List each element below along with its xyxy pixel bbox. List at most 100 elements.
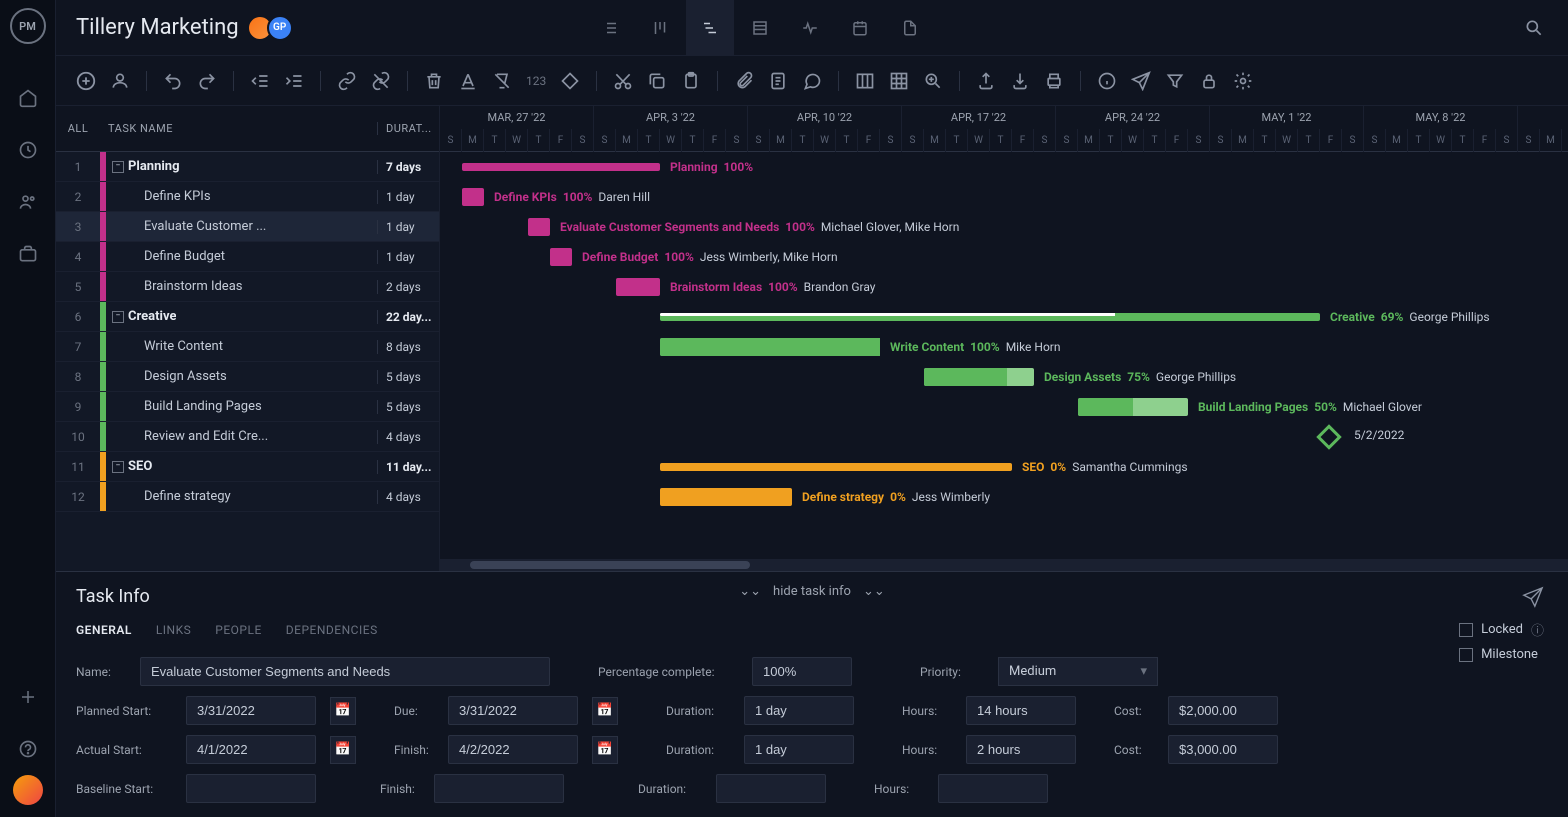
attach-icon[interactable] (730, 67, 758, 95)
zoom-icon[interactable] (919, 67, 947, 95)
view-calendar-icon[interactable] (836, 0, 884, 56)
col-duration[interactable]: DURAT... (377, 122, 439, 135)
view-sheet-icon[interactable] (736, 0, 784, 56)
assign-icon[interactable] (106, 67, 134, 95)
task-info-tab[interactable]: GENERAL (76, 619, 132, 641)
gantt-body[interactable]: Planning100% Define KPIs100%Daren Hill Eva… (440, 152, 1568, 559)
briefcase-icon[interactable] (16, 242, 40, 266)
gantt-scrollbar[interactable] (440, 559, 1568, 571)
gantt-bar[interactable]: Write Content100%Mike Horn (660, 338, 880, 356)
task-row[interactable]: 6 − Creative 22 day... (56, 302, 439, 332)
member-avatar[interactable]: GP (267, 15, 293, 41)
recent-icon[interactable] (16, 138, 40, 162)
collapse-toggle[interactable]: − (112, 311, 124, 323)
baseline-duration-input[interactable] (716, 774, 826, 803)
hours2-input[interactable] (966, 735, 1076, 764)
copy-icon[interactable] (643, 67, 671, 95)
filter-icon[interactable] (1161, 67, 1189, 95)
home-icon[interactable] (16, 86, 40, 110)
cut-icon[interactable] (609, 67, 637, 95)
task-row[interactable]: 5 Brainstorm Ideas 2 days (56, 272, 439, 302)
due-input[interactable] (448, 696, 578, 725)
gantt-bar[interactable]: Design Assets75%George Phillips (924, 368, 1034, 386)
view-list-icon[interactable] (586, 0, 634, 56)
task-row[interactable]: 4 Define Budget 1 day (56, 242, 439, 272)
calendar-icon[interactable]: 📅 (592, 736, 618, 764)
actual-start-input[interactable] (186, 735, 316, 764)
duration-input[interactable] (744, 696, 854, 725)
link-icon[interactable] (333, 67, 361, 95)
priority-select[interactable]: Medium (998, 657, 1158, 686)
calendar-icon[interactable]: 📅 (330, 697, 356, 725)
task-row[interactable]: 7 Write Content 8 days (56, 332, 439, 362)
task-row[interactable]: 12 Define strategy 4 days (56, 482, 439, 512)
milestone-tool-icon[interactable] (556, 67, 584, 95)
task-row[interactable]: 11 − SEO 11 day... (56, 452, 439, 482)
gantt-bar[interactable]: Define KPIs100%Daren Hill (462, 188, 484, 206)
col-all[interactable]: ALL (56, 122, 100, 135)
task-row[interactable]: 9 Build Landing Pages 5 days (56, 392, 439, 422)
help-icon[interactable] (16, 737, 40, 761)
task-row[interactable]: 2 Define KPIs 1 day (56, 182, 439, 212)
info-icon[interactable] (1093, 67, 1121, 95)
task-name-input[interactable] (140, 657, 550, 686)
unlink-icon[interactable] (367, 67, 395, 95)
send-icon[interactable] (1127, 67, 1155, 95)
export-icon[interactable] (972, 67, 1000, 95)
view-files-icon[interactable] (886, 0, 934, 56)
duration2-input[interactable] (744, 735, 854, 764)
view-workload-icon[interactable] (786, 0, 834, 56)
gantt-bar[interactable]: Evaluate Customer Segments and Needs100%… (528, 218, 550, 236)
comment-icon[interactable] (798, 67, 826, 95)
settings-icon[interactable] (1229, 67, 1257, 95)
view-gantt-icon[interactable] (686, 0, 734, 56)
outdent-icon[interactable] (246, 67, 274, 95)
calendar-icon[interactable]: 📅 (330, 736, 356, 764)
gantt-bar[interactable]: Define Budget100%Jess Wimberly, Mike Hor… (550, 248, 572, 266)
paste-icon[interactable] (677, 67, 705, 95)
baseline-hours-input[interactable] (938, 774, 1048, 803)
people-icon[interactable] (16, 190, 40, 214)
task-info-tab[interactable]: LINKS (156, 619, 191, 641)
gantt-bar[interactable]: Define strategy0%Jess Wimberly (660, 488, 792, 506)
avatar-stack[interactable]: GP (253, 15, 293, 41)
task-info-tab[interactable]: PEOPLE (215, 619, 262, 641)
columns-icon[interactable] (851, 67, 879, 95)
baseline-start-input[interactable] (186, 774, 316, 803)
gantt-bar[interactable]: Planning100% (462, 163, 660, 171)
collapse-toggle[interactable]: − (112, 161, 124, 173)
hide-task-info-button[interactable]: ⌄⌄ hide task info ⌄⌄ (739, 584, 885, 599)
view-board-icon[interactable] (636, 0, 684, 56)
task-row[interactable]: 10 Review and Edit Cre... 4 days (56, 422, 439, 452)
delete-icon[interactable] (420, 67, 448, 95)
collapse-toggle[interactable]: − (112, 461, 124, 473)
app-logo[interactable]: PM (10, 8, 46, 44)
task-row[interactable]: 8 Design Assets 5 days (56, 362, 439, 392)
grid-icon[interactable] (885, 67, 913, 95)
clear-format-icon[interactable] (488, 67, 516, 95)
task-row[interactable]: 1 − Planning 7 days (56, 152, 439, 182)
notes-icon[interactable] (764, 67, 792, 95)
finish-input[interactable] (448, 735, 578, 764)
gantt-bar[interactable]: SEO0%Samantha Cummings (660, 463, 1012, 471)
hours-input[interactable] (966, 696, 1076, 725)
task-row[interactable]: 3 Evaluate Customer ... 1 day (56, 212, 439, 242)
gantt-bar[interactable]: Brainstorm Ideas100%Brandon Gray (616, 278, 660, 296)
locked-checkbox[interactable]: Locked ⓘ (1459, 620, 1544, 639)
add-task-icon[interactable] (72, 67, 100, 95)
lock-icon[interactable] (1195, 67, 1223, 95)
gantt-milestone[interactable] (1316, 424, 1341, 449)
planned-start-input[interactable] (186, 696, 316, 725)
undo-icon[interactable] (159, 67, 187, 95)
gantt-bar[interactable]: Creative69%George Phillips (660, 313, 1320, 321)
print-icon[interactable] (1040, 67, 1068, 95)
user-avatar[interactable] (13, 775, 43, 805)
text-style-icon[interactable] (454, 67, 482, 95)
task-info-tab[interactable]: DEPENDENCIES (286, 619, 378, 641)
milestone-checkbox[interactable]: Milestone (1459, 647, 1544, 662)
baseline-finish-input[interactable] (434, 774, 564, 803)
pct-input[interactable] (752, 657, 852, 686)
calendar-icon[interactable]: 📅 (592, 697, 618, 725)
cost2-input[interactable] (1168, 735, 1278, 764)
indent-icon[interactable] (280, 67, 308, 95)
